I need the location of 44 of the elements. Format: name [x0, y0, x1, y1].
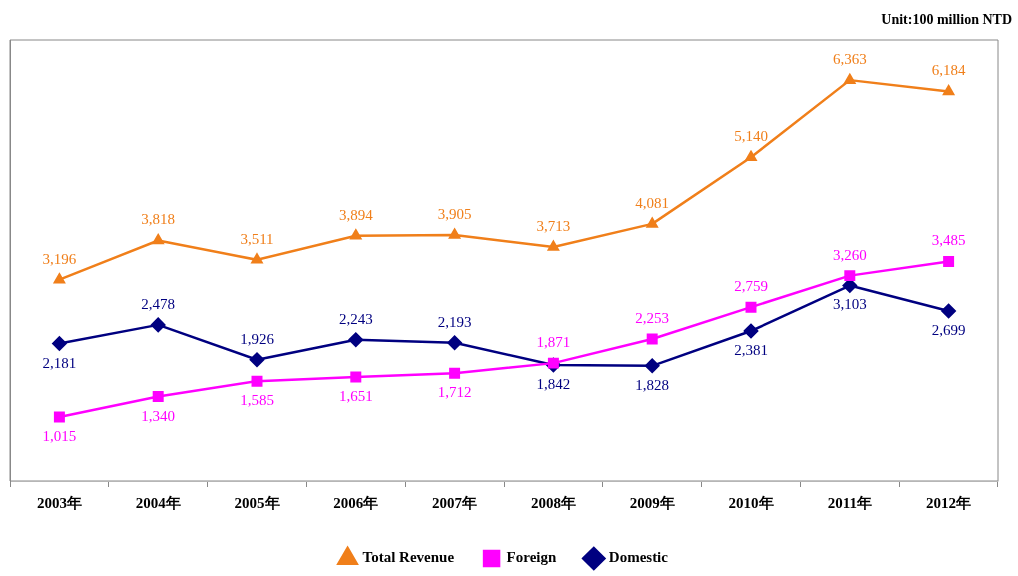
data-label: 2,243: [338, 310, 373, 327]
data-label: 1,712: [437, 384, 472, 401]
data-label: 1,926: [240, 330, 275, 347]
legend-label: Foreign: [506, 549, 557, 566]
data-label: 2,759: [734, 278, 768, 295]
legend-label: Total Revenue: [362, 549, 455, 566]
x-tick-label: 2006年: [333, 494, 379, 511]
data-label: 3,196: [42, 250, 77, 267]
data-label: 1,828: [635, 376, 670, 393]
data-label: 3,103: [832, 296, 867, 313]
data-label: 1,585: [240, 392, 274, 409]
x-tick-label: 2004年: [135, 494, 181, 511]
data-label: 2,381: [734, 341, 768, 358]
legend-label: Domestic: [608, 549, 669, 566]
data-label: 2,181: [42, 354, 77, 371]
data-label: 1,651: [338, 387, 373, 404]
data-label: 2,253: [635, 310, 670, 326]
data-label: 3,260: [832, 246, 867, 263]
x-tick-label: 2011年: [827, 494, 872, 511]
data-label: 3,485: [931, 232, 966, 249]
x-tick-label: 2010年: [728, 494, 774, 511]
data-label: 6,363: [832, 51, 867, 68]
data-label: 3,511: [240, 230, 274, 247]
data-label: 6,184: [931, 62, 966, 79]
data-label: 3,894: [338, 206, 374, 223]
data-label: 5,140: [734, 128, 768, 145]
x-tick-label: 2009年: [629, 494, 675, 511]
data-label: 2,478: [141, 295, 176, 312]
x-tick-label: 2007年: [432, 494, 478, 511]
text: Unit:100 million NTD: [881, 12, 1012, 28]
x-tick-label: 2003年: [36, 494, 82, 511]
data-label: 3,818: [141, 211, 176, 228]
x-tick-label: 2005年: [234, 494, 280, 511]
x-tick-label: 2008年: [530, 494, 576, 511]
data-label: 3,713: [536, 218, 571, 235]
data-label: 1,871: [536, 334, 571, 351]
data-label: 2,699: [931, 321, 966, 338]
data-label: 4,081: [635, 194, 670, 211]
data-label: 1,340: [141, 407, 176, 424]
data-label: 2,193: [437, 313, 472, 330]
data-label: 1,015: [42, 427, 77, 444]
data-label: 3,905: [437, 205, 472, 222]
data-label: 1,842: [536, 375, 571, 392]
x-tick-label: 2012年: [926, 494, 972, 511]
